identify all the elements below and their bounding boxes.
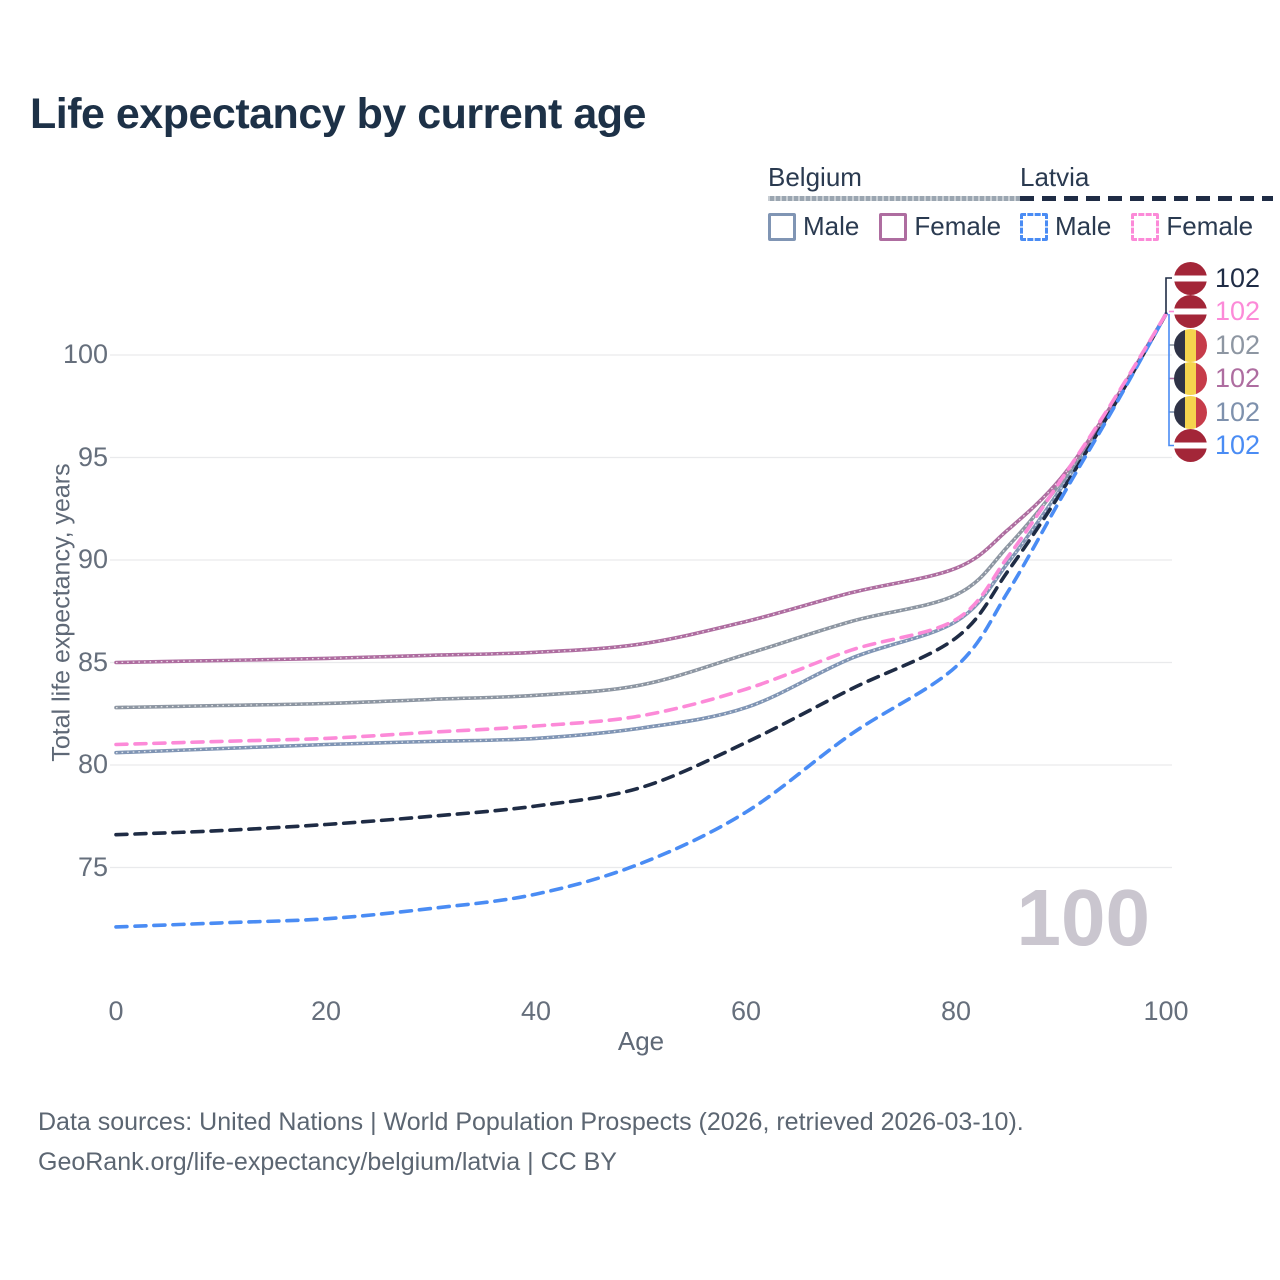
end-label-row: 102 (1174, 429, 1260, 463)
latvia-flag-icon (1174, 261, 1207, 295)
y-axis-title: Total life expectancy, years (47, 463, 76, 762)
line-belgium-female (114, 312, 1168, 665)
legend-item-latvia-female[interactable]: Female (1131, 211, 1253, 242)
line-texture-belgium-male (115, 313, 1167, 754)
belgium-flag-icon (1174, 362, 1207, 395)
legend-country-latvia[interactable]: Latvia (1020, 162, 1090, 192)
legend-underline-latvia (1020, 196, 1274, 201)
end-label-row: 102 (1174, 362, 1260, 396)
line-belgium-total (114, 312, 1168, 710)
x-tick-label: 0 (108, 996, 124, 1026)
line-latvia-male (114, 312, 1168, 929)
y-tick-label: 75 (77, 851, 108, 882)
x-tick-label: 80 (940, 996, 972, 1026)
line-texture-belgium-total (115, 313, 1167, 709)
x-tick-label: 40 (520, 996, 552, 1026)
data-source-note: Data sources: United Nations | World Pop… (38, 1108, 1024, 1136)
end-label-row: 102 (1174, 261, 1260, 295)
x-tick-label: 20 (310, 996, 342, 1026)
end-label-row: 102 (1174, 395, 1260, 429)
line-latvia-total (114, 312, 1168, 837)
legend-item-label: Female (1166, 211, 1254, 241)
legend-group-latvia: Latvia Male Female (1020, 162, 1274, 242)
y-tick-label: 90 (77, 544, 108, 574)
end-label-value: 102 (1215, 329, 1261, 360)
x-tick-label: 100 (1143, 996, 1189, 1026)
legend-item-belgium-female[interactable]: Female (879, 211, 1001, 242)
latvia-male-swatch-icon (1020, 212, 1048, 241)
end-label-value: 102 (1215, 262, 1261, 293)
legend-item-latvia-male[interactable]: Male (1020, 211, 1111, 242)
end-label-value: 102 (1215, 396, 1261, 427)
y-tick-label: 95 (77, 441, 108, 472)
attribution-link: GeoRank.org/life-expectancy/belgium/latv… (38, 1148, 617, 1176)
end-label-row: 102 (1174, 295, 1260, 329)
end-label-value: 102 (1215, 363, 1261, 393)
legend-item-label: Male (1055, 211, 1112, 241)
chart-title: Life expectancy by current age (30, 90, 646, 138)
end-label-row: 102 (1174, 328, 1260, 362)
legend-underline-belgium (768, 196, 1022, 201)
latvia-flag-icon (1174, 429, 1207, 462)
leader-line (1168, 314, 1174, 447)
legend-item-label: Female (914, 211, 1002, 241)
belgium-flag-icon (1174, 395, 1207, 429)
y-tick-label: 85 (77, 646, 108, 677)
belgium-male-swatch-icon (768, 212, 796, 241)
x-tick-label: 60 (730, 996, 762, 1026)
legend-group-belgium: Belgium Male Female (768, 162, 1022, 242)
legend-item-belgium-male[interactable]: Male (768, 211, 859, 242)
age-watermark: 100 (1016, 873, 1150, 962)
belgium-female-swatch-icon (879, 212, 908, 241)
line-belgium-male (114, 312, 1168, 755)
belgium-flag-icon (1174, 328, 1207, 362)
legend-country-belgium[interactable]: Belgium (768, 162, 862, 192)
legend-item-label: Male (803, 211, 860, 241)
leader-line (1165, 277, 1172, 314)
latvia-female-swatch-icon (1131, 212, 1160, 241)
line-latvia-female (114, 312, 1168, 747)
line-texture-belgium-female (115, 313, 1167, 664)
latvia-flag-icon (1174, 295, 1207, 328)
end-label-value: 102 (1215, 430, 1261, 460)
y-tick-label: 80 (77, 749, 108, 779)
end-label-value: 102 (1215, 296, 1261, 326)
x-axis-title: Age (617, 1026, 665, 1056)
y-tick-label: 100 (62, 339, 108, 369)
